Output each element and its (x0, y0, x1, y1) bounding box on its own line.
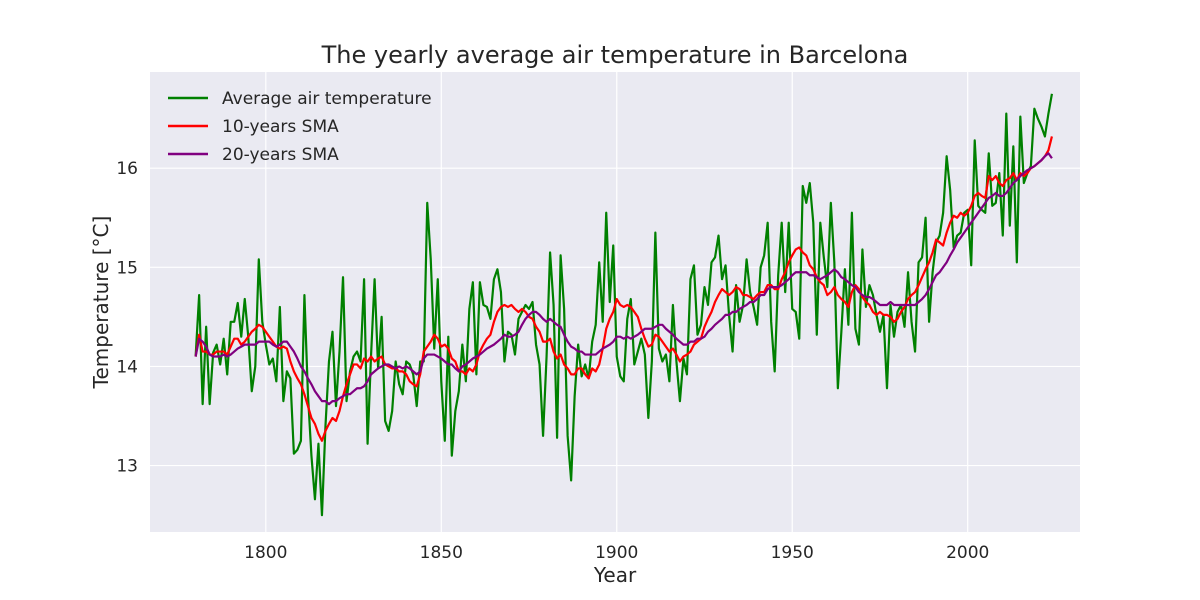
series-line-3 (194, 152, 1053, 406)
x-tick-label: 1850 (420, 543, 463, 563)
chart-title: The yearly average air temperature in Ba… (321, 41, 909, 69)
series-lines (194, 93, 1054, 517)
legend: Average air temperature 10-years SMA 20-ye… (168, 89, 432, 165)
x-tick-label: 1800 (244, 543, 287, 563)
x-tick-label: 1950 (771, 543, 814, 563)
legend-label: 20-years SMA (222, 145, 339, 165)
y-tick-label: 15 (116, 258, 138, 278)
x-axis-label: Year (593, 563, 637, 587)
x-tick-label: 2000 (946, 543, 989, 563)
series-line-1 (194, 93, 1054, 517)
legend-label: Average air temperature (222, 89, 432, 109)
series-line-2 (194, 136, 1053, 442)
x-tick-label: 1900 (595, 543, 638, 563)
y-tick-label: 13 (116, 457, 138, 477)
tick-labels: 1800 1850 1900 1950 2000 13 14 15 16 (116, 159, 989, 563)
y-axis-label: Temperature [°C] (89, 216, 113, 390)
y-tick-label: 14 (116, 357, 138, 377)
legend-label: 10-years SMA (222, 117, 339, 137)
y-tick-label: 16 (116, 159, 138, 179)
